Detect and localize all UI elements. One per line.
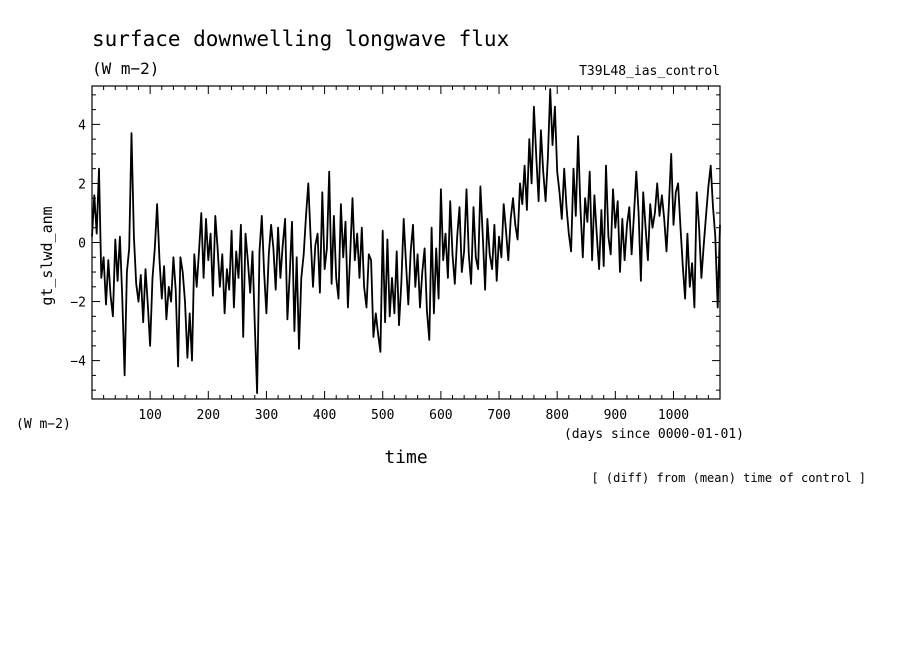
x-axis-units: (days since 0000-01-01)	[564, 427, 744, 442]
y-tick-label: −2	[70, 296, 86, 311]
x-tick-label: 500	[371, 408, 394, 423]
x-tick-label: 300	[255, 408, 278, 423]
y-tick-label: 0	[78, 237, 86, 252]
x-tick-label: 400	[313, 408, 336, 423]
experiment-label: T39L48_ias_control	[579, 64, 720, 79]
footnote: [ (diff) from (mean) time of control ]	[591, 471, 866, 485]
x-minor-ticks	[103, 86, 709, 399]
x-tick-label: 200	[197, 408, 220, 423]
y-axis-units: (W m−2)	[16, 417, 71, 432]
x-tick-label: 600	[429, 408, 452, 423]
y-tick-label: −4	[70, 355, 86, 370]
x-axis-ticks: 100 200 300 400 500 600 700 800 900 1000	[138, 86, 689, 423]
x-axis-label: time	[384, 447, 427, 468]
y-tick-label: 4	[78, 118, 86, 133]
x-tick-label: 900	[604, 408, 627, 423]
x-tick-label: 700	[487, 408, 510, 423]
y-tick-label: 2	[78, 177, 86, 192]
y-axis-ticks: −4 −2 0 2 4	[70, 94, 720, 391]
units-label: (W m−2)	[92, 59, 159, 78]
series-line	[91, 88, 721, 394]
x-tick-label: 1000	[658, 408, 689, 423]
chart-title: surface downwelling longwave flux	[92, 27, 509, 51]
x-tick-label: 800	[545, 408, 568, 423]
y-axis-label: gt_slwd_anm	[38, 206, 56, 305]
x-tick-label: 100	[138, 408, 161, 423]
